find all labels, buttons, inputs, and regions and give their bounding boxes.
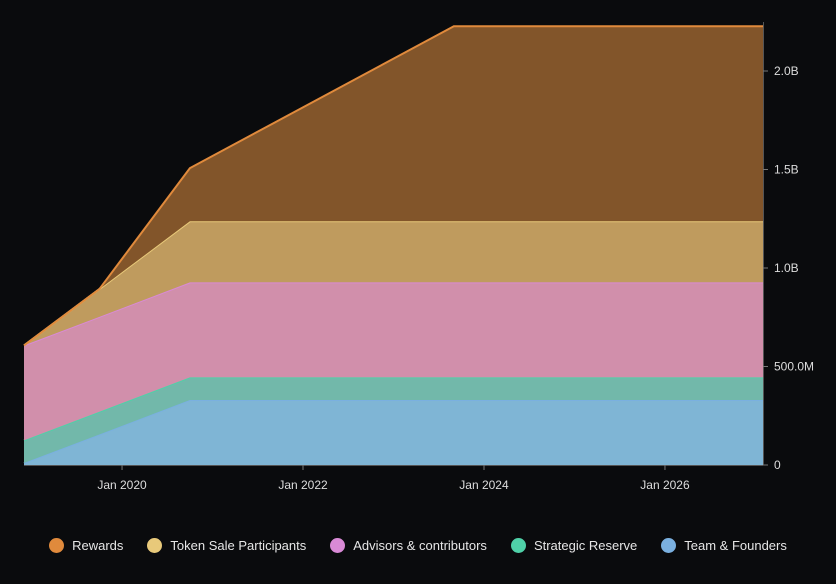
line-rewards [23, 25, 763, 347]
legend-label: Strategic Reserve [533, 538, 638, 553]
area-strategic-reserve [24, 377, 763, 464]
y-tick-label: 500.0M [774, 360, 814, 374]
x-tick-label: Jan 2024 [459, 478, 509, 492]
area-advisors-contributors [24, 282, 763, 441]
legend-item[interactable]: Team & Founders [661, 538, 787, 553]
y-tick-label: 0 [774, 458, 781, 472]
y-tick-label: 2.0B [774, 64, 799, 78]
legend-label: Rewards [72, 538, 124, 553]
legend-swatch-icon [330, 538, 346, 553]
legend-item[interactable]: Advisors & contributors [330, 538, 487, 553]
area-team-founders [24, 399, 763, 465]
legend-swatch-icon [147, 538, 163, 553]
legend-swatch-icon [661, 538, 677, 553]
legend-label: Advisors & contributors [353, 538, 487, 553]
x-tick-label: Jan 2026 [640, 478, 690, 492]
y-tick-label: 1.0B [774, 261, 799, 275]
area-token-sale-participants [24, 221, 763, 346]
x-tick-label: Jan 2020 [97, 478, 147, 492]
legend: Rewards Token Sale Participants Advisors &… [0, 538, 836, 553]
legend-swatch-icon [510, 538, 526, 553]
legend-item[interactable]: Strategic Reserve [510, 538, 638, 553]
x-tick-label: Jan 2022 [278, 478, 328, 492]
legend-label: Team & Founders [684, 538, 787, 553]
area-rewards [24, 26, 763, 346]
legend-item[interactable]: Rewards [49, 538, 123, 553]
y-tick-label: 1.5B [774, 163, 799, 177]
legend-label: Token Sale Participants [170, 538, 307, 553]
legend-item[interactable]: Token Sale Participants [147, 538, 306, 553]
legend-swatch-icon [49, 538, 65, 553]
